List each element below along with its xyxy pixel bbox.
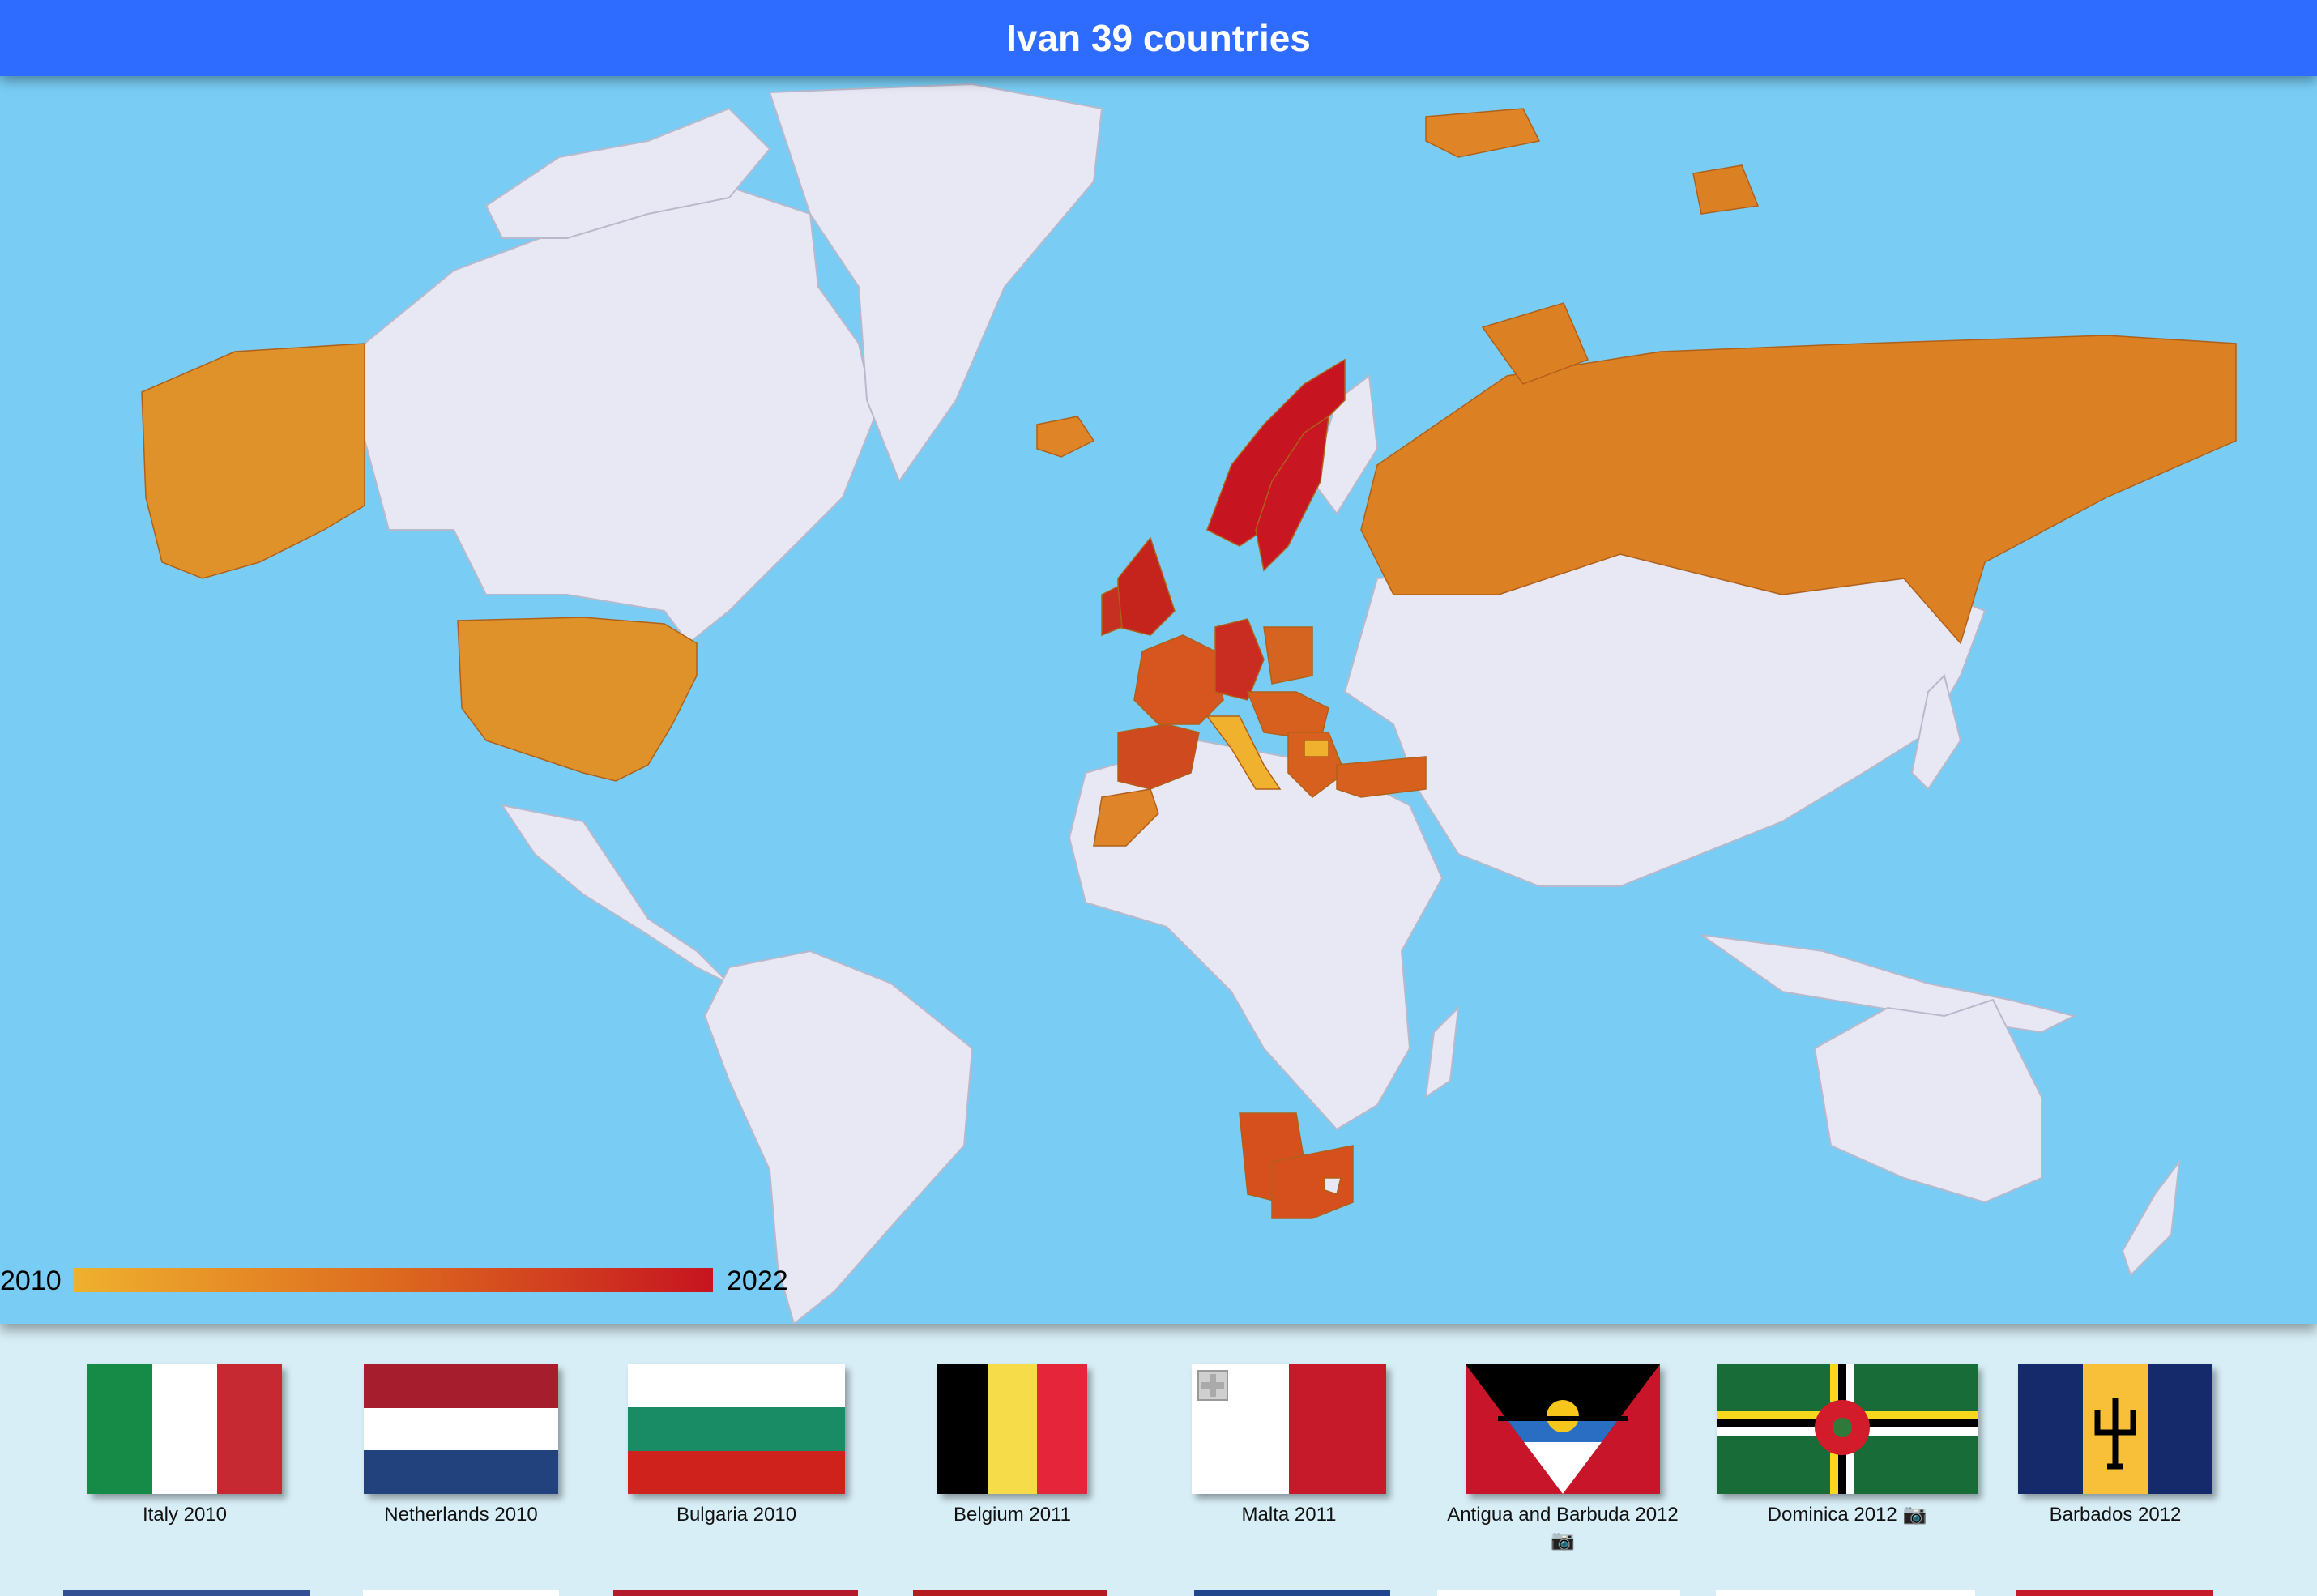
camera-icon: 📷: [1551, 1530, 1575, 1551]
next-row-flag-stub: [363, 1590, 559, 1596]
svalbard-visited: [1425, 108, 1541, 158]
flag-card-barbados[interactable]: Barbados 2012: [2018, 1364, 2212, 1528]
lesotho-land: [1324, 1177, 1342, 1195]
flag-caption: Barbados 2012: [2049, 1504, 2182, 1526]
legend-end-label: 2022: [727, 1265, 788, 1296]
flag-caption: Netherlands 2010: [384, 1504, 538, 1526]
italy-visited: [1205, 715, 1282, 790]
next-row-flag-stub: [613, 1590, 858, 1596]
flag-caption: Dominica 2012 📷: [1717, 1502, 1978, 1528]
ireland-visited: [1101, 585, 1123, 637]
flag-caption: Bulgaria 2010: [676, 1504, 797, 1526]
balkans-visited: [1287, 732, 1346, 798]
legend-start-label: 2010: [0, 1265, 62, 1296]
legend-color-scale: [73, 1268, 713, 1292]
next-row-flag-stub: [1194, 1590, 1390, 1596]
south-africa-visited: [1271, 1145, 1354, 1219]
flag-card-netherlands[interactable]: Netherlands 2010: [364, 1364, 558, 1528]
george-cross-icon: [1197, 1370, 1228, 1401]
malta-flag-icon: [1192, 1364, 1386, 1494]
poland-visited: [1263, 626, 1313, 685]
australia: [1813, 998, 2042, 1204]
madagascar: [1424, 1005, 1460, 1099]
flag-card-belgium[interactable]: Belgium 2011: [937, 1364, 1087, 1528]
next-row-flag-stub: [1437, 1590, 1680, 1596]
morocco-visited: [1093, 788, 1159, 847]
germany-visited: [1214, 618, 1265, 701]
flag-card-italy[interactable]: Italy 2010: [87, 1364, 282, 1528]
canadian-arctic-islands: [484, 107, 771, 239]
mexico-central-america: [500, 804, 730, 984]
flag-caption: Malta 2011: [1241, 1504, 1337, 1526]
uk-visited: [1117, 536, 1176, 636]
new-zealand: [2121, 1159, 2181, 1277]
belgium-flag-icon: [937, 1364, 1087, 1494]
world-map-svg: [141, 83, 2237, 1324]
camera-icon: 📷: [1902, 1504, 1927, 1526]
bulgaria-visited: [1304, 740, 1329, 757]
netherlands-flag-icon: [364, 1364, 558, 1494]
barbados-flag-icon: [2018, 1364, 2212, 1494]
flag-caption-text: Dominica 2012: [1767, 1504, 1897, 1526]
page-title: Ivan 39 countries: [0, 0, 2317, 76]
flag-caption: Belgium 2011: [954, 1504, 1071, 1526]
next-row-flag-stub: [1716, 1590, 1975, 1596]
iceland-visited: [1036, 416, 1095, 458]
next-row-flag-stub: [63, 1590, 310, 1596]
flag-card-bulgaria[interactable]: Bulgaria 2010: [628, 1364, 845, 1528]
flag-card-dominica[interactable]: Dominica 2012 📷: [1717, 1364, 1978, 1528]
france-visited: [1133, 634, 1224, 725]
greenland: [768, 83, 1103, 484]
south-america: [703, 949, 974, 1324]
sweden-visited: [1255, 415, 1329, 572]
dominica-flag-icon: [1717, 1364, 1978, 1494]
norway-visited: [1206, 358, 1346, 547]
usa-visited: [457, 617, 698, 782]
japan: [1910, 674, 1962, 791]
alaska-visited: [141, 343, 365, 579]
canada-land: [359, 180, 877, 645]
flag-caption: Italy 2010: [142, 1504, 228, 1526]
russia-arctic-islands: [1481, 164, 1760, 385]
flag-card-malta[interactable]: Malta 2011: [1192, 1364, 1386, 1528]
bulgaria-flag-icon: [628, 1364, 845, 1494]
next-row-flag-stub: [2016, 1590, 2213, 1596]
next-row-flag-stub: [913, 1590, 1107, 1596]
turkey-visited: [1336, 756, 1427, 798]
central-europe-visited: [1246, 691, 1329, 741]
flag-caption: Antigua and Barbuda 2012: [1447, 1504, 1679, 1526]
russia-visited: [1360, 335, 2237, 645]
antigua-and-barbuda-flag-icon: [1466, 1364, 1660, 1494]
middle-east-asia: [1343, 553, 1986, 887]
spain-portugal-visited: [1117, 723, 1200, 790]
italy-flag-icon: [87, 1364, 282, 1494]
flag-card-antigua-and-barbuda[interactable]: Antigua and Barbuda 2012 📷: [1432, 1364, 1693, 1554]
world-map[interactable]: [0, 76, 2317, 1324]
flag-gallery: Italy 2010 Netherlands 2010 Bulgaria 201…: [0, 1324, 2317, 1594]
